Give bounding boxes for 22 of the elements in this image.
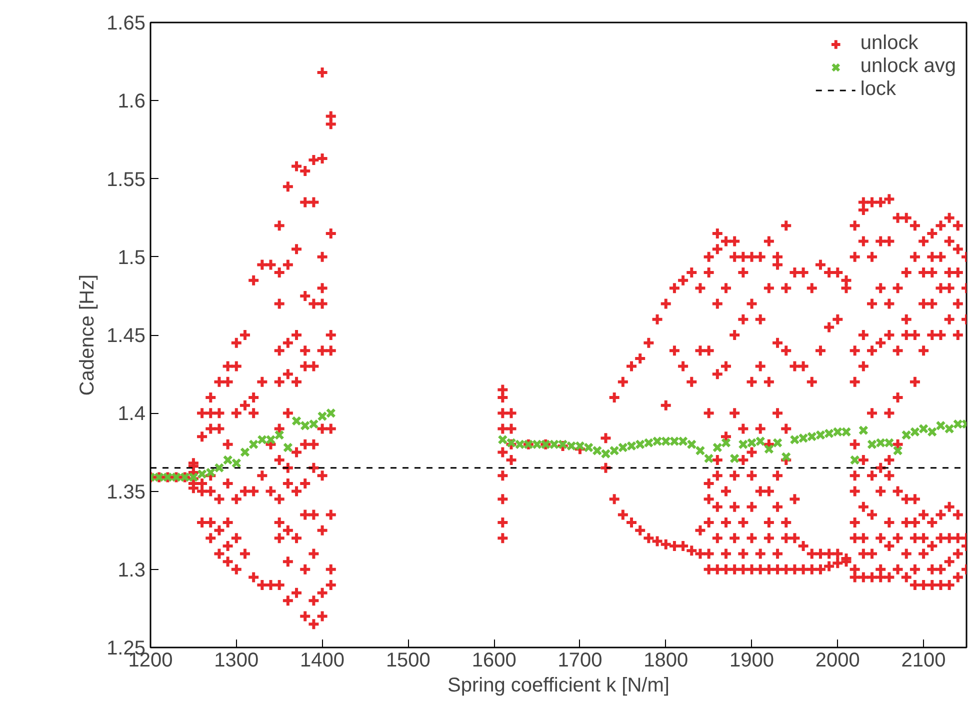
- y-tick-label: 1.4: [118, 403, 146, 426]
- y-tick-label: 1.6: [118, 90, 146, 113]
- x-tick-label: 2100: [901, 650, 946, 672]
- y-axis-title: Cadence [Hz]: [76, 274, 99, 396]
- x-tick-label: 1300: [214, 650, 259, 672]
- legend-label: unlock: [860, 32, 918, 55]
- legend-label: unlock avg: [860, 55, 956, 78]
- legend-label: lock: [860, 78, 896, 101]
- y-tick-label: 1.55: [106, 168, 146, 191]
- y-tick-label: 1.3: [118, 559, 146, 582]
- x-tick-label: 1600: [472, 650, 516, 672]
- x-tick-label: 1700: [558, 650, 602, 672]
- x-tick-label: 1800: [644, 650, 688, 672]
- x-tick-label: 2000: [815, 650, 860, 672]
- x-tick-label: 1500: [386, 650, 430, 672]
- y-tick-label: 1.5: [118, 246, 146, 269]
- y-tick-label: 1.65: [106, 12, 146, 34]
- y-tick-label: 1.35: [106, 481, 146, 504]
- x-tick-label: 1900: [730, 650, 774, 672]
- y-tick-label: 1.45: [106, 325, 146, 347]
- x-tick-label: 1400: [300, 650, 345, 672]
- x-axis-title: Spring coefficient k [N/m]: [448, 674, 670, 696]
